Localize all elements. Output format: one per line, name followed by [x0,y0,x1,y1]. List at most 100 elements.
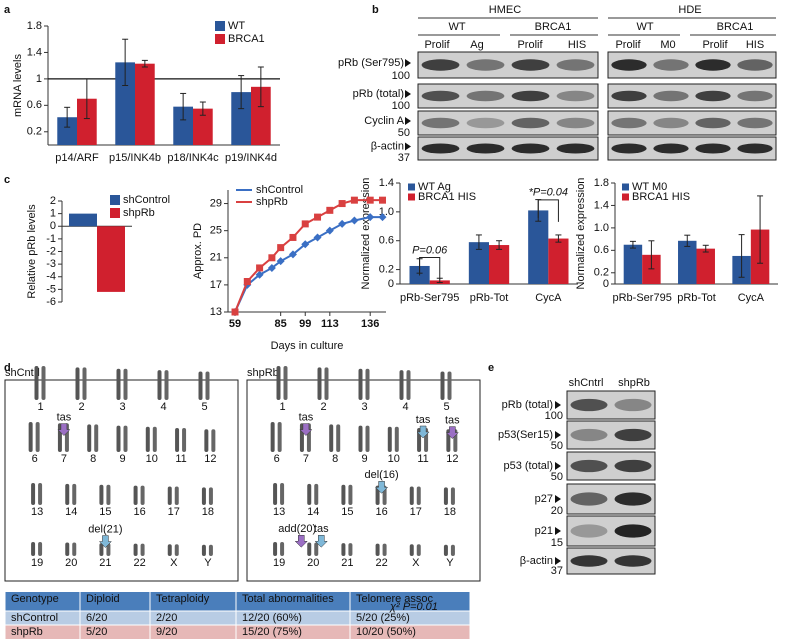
band [611,59,647,71]
chromosome-label: 13 [31,506,43,518]
table-header-cell: Diploid [86,593,120,605]
chromosome [276,366,281,400]
x-tick-label: p14/ARF [55,152,99,164]
chromosome-label: 16 [375,506,387,518]
marker [326,206,334,214]
band [466,59,505,71]
chromosome [283,366,288,400]
chromosome [314,542,319,556]
band [611,143,647,154]
chromosome [341,484,346,505]
table-cell: 2/20 [156,612,177,624]
chromosome [133,543,138,556]
chromosome [145,426,150,452]
chromosome-label: X [412,557,420,569]
x-tick-label: pRb-Tot [470,292,509,304]
y-tick-label: 0.6 [594,244,609,256]
chromosome [201,544,206,556]
chromosome [450,544,455,556]
chromosome [31,483,36,505]
y-axis-label: Normalized expression [575,178,587,290]
chromosome-label: 17 [168,506,180,518]
chromosome-label: 2 [78,401,84,413]
legend-swatch [110,195,120,205]
chromosome [182,428,187,452]
band [570,428,608,442]
legend-label: WT [228,20,245,32]
x-axis-label: Days in culture [271,340,344,352]
chromosome [443,544,448,556]
chromosome-label: 15 [99,506,111,518]
y-tick-label: -3 [46,258,56,270]
y-tick-label: 29 [210,197,222,209]
legend-swatch [110,208,120,218]
chromosome-label: 3 [361,401,367,413]
chromosome [450,487,455,505]
cell-line: HDE [678,4,701,16]
chromosome-label: 11 [417,453,428,465]
arrow-marker [405,90,411,98]
mw-marker: 20 [551,505,563,517]
chromosome-label: 20 [65,557,77,569]
marker [325,226,334,235]
table-cell: 15/20 (75%) [242,626,302,638]
y-tick-label: 1 [50,208,56,220]
chromosome [280,542,285,556]
chromosome-label: 20 [307,557,319,569]
chromosome [140,485,145,505]
y-tick-label: 1.8 [27,20,42,32]
error-bar [199,101,206,116]
row-label: Cyclin A [364,115,404,127]
legend-label: BRCA1 [228,33,265,45]
legend-label: shControl [256,184,303,196]
band [421,143,460,154]
chromosome-label: 22 [375,557,387,569]
error-bar [122,38,129,86]
arrow-marker [555,557,561,565]
chromosome-label: 21 [341,557,353,569]
row-label: p53 (total) [503,460,553,472]
marker [255,270,264,279]
error-bar [238,75,245,110]
y-axis-label: mRNA levels [12,54,24,117]
chromosome-label: 4 [402,401,408,413]
chromosome [365,425,370,452]
chromosome [317,367,322,400]
chromosome-label: 2 [320,401,326,413]
row-label: p21 [535,525,553,537]
bar [623,244,643,284]
error-bar [180,92,187,121]
marker [378,213,387,222]
chromosome [365,368,370,400]
lane-label: Prolif [702,39,728,51]
band [695,143,731,154]
table-cell: shpRb [11,626,43,638]
error-bar [475,234,482,250]
chromosome-label: 15 [341,506,353,518]
y-tick-label: 1.0 [594,222,609,234]
band [511,143,550,154]
chromosome [280,483,285,505]
chromosome-label: 5 [201,401,207,413]
chromosome [174,486,179,505]
x-tick-label: p19/INK4d [225,152,277,164]
arrow-marker [555,527,561,535]
y-tick-label: 0.6 [379,235,394,247]
band [421,90,460,102]
chromosome [399,370,404,400]
bar [528,210,549,284]
lane-label: Ag [470,39,483,51]
row-label: pRb (Ser795) [338,57,404,69]
chromosome [106,543,111,556]
legend-swatch [408,183,415,191]
legend-swatch [215,34,225,44]
marker [366,196,374,204]
legend-label: shpRb [123,207,155,219]
chromosome-label: 19 [273,557,285,569]
chromosome [447,371,452,400]
band [466,117,505,129]
y-axis-label: Approx. PD [192,223,204,279]
chromosome [270,422,275,452]
